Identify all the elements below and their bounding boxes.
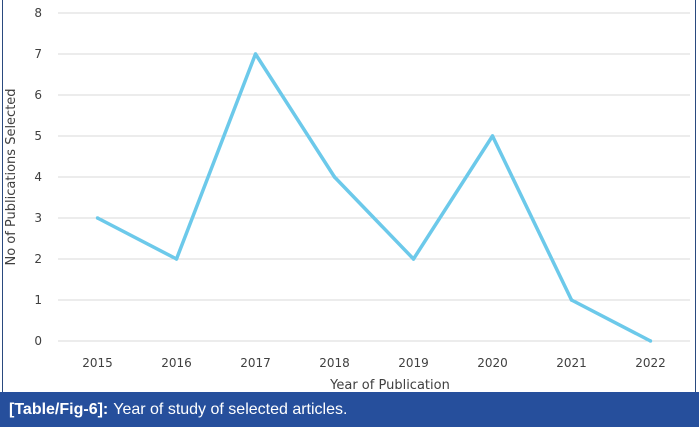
x-tick-label: 2015 [82, 356, 113, 370]
x-axis-label: Year of Publication [329, 378, 450, 392]
series-line [96, 52, 652, 343]
data-point [648, 339, 653, 343]
y-tick-label: 8 [34, 6, 42, 20]
x-tick-label: 2020 [477, 356, 508, 370]
x-tick-label: 2019 [398, 356, 429, 370]
x-tick-label: 2022 [635, 356, 666, 370]
x-tick-label: 2017 [240, 356, 271, 370]
x-tick-label: 2018 [319, 356, 350, 370]
y-tick-label: 7 [34, 47, 42, 61]
data-point [95, 216, 100, 220]
y-tick-label: 1 [34, 293, 42, 307]
y-tick-label: 6 [34, 88, 42, 102]
data-point [332, 175, 337, 179]
figure-caption: [Table/Fig-6]: Year of study of selected … [0, 392, 699, 427]
x-tick-label: 2016 [161, 356, 192, 370]
y-tick-label: 4 [34, 170, 42, 184]
data-point [253, 52, 258, 56]
y-axis-label: No of Publications Selected [4, 88, 19, 265]
data-point [569, 298, 574, 302]
y-tick-label: 2 [34, 252, 42, 266]
y-tick-label: 5 [34, 129, 42, 143]
line-chart: No of Publications Selected Year of Publ… [4, 6, 690, 392]
data-point [174, 257, 179, 261]
data-point [411, 257, 416, 261]
chart-frame [2, 0, 696, 392]
x-tick-label: 2021 [556, 356, 587, 370]
caption-label: [Table/Fig-6]: [9, 401, 109, 418]
y-tick-label: 3 [34, 211, 42, 225]
data-point [490, 134, 495, 138]
y-tick-label: 0 [34, 334, 42, 348]
caption-text: Year of study of selected articles. [113, 401, 348, 418]
